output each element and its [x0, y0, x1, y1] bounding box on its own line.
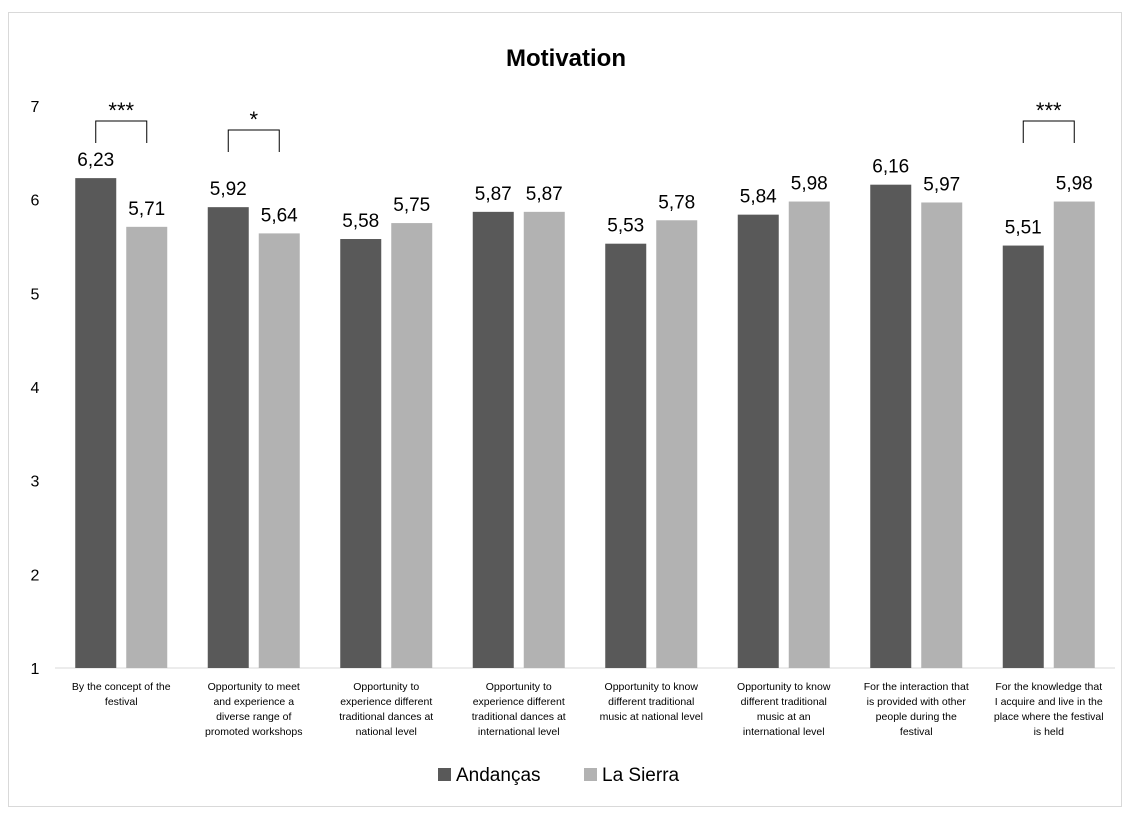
data-label: 5,87 [526, 184, 563, 205]
bar-andancas [1002, 245, 1044, 668]
bar-andancas [472, 211, 514, 669]
legend-label: Andanças [456, 765, 541, 786]
y-tick-label: 1 [31, 661, 40, 678]
significance-bracket [1022, 120, 1075, 143]
data-label: 5,78 [658, 192, 695, 213]
data-label: 5,92 [210, 179, 247, 200]
x-tick-label: For the interaction that is provided with… [864, 681, 969, 738]
bar-andancas [870, 184, 912, 668]
data-label: 5,71 [128, 199, 165, 220]
y-tick-label: 6 [31, 193, 40, 210]
bar-andancas [737, 214, 779, 669]
y-tick-label: 3 [31, 474, 40, 491]
x-tick-label: Opportunity to experience different tradit… [339, 681, 433, 738]
data-label: 5,75 [393, 195, 430, 216]
x-axis-labels: By the concept of the festival Opportunity… [72, 681, 1104, 738]
x-tick-label: Opportunity to meet and experience a diver… [205, 681, 302, 738]
significance-bracket [227, 129, 280, 152]
legend-label: La Sierra [602, 765, 680, 786]
data-label: 5,98 [1056, 174, 1093, 195]
data-label: 6,23 [77, 150, 114, 171]
data-label: 5,97 [923, 174, 960, 195]
bar-la-sierra [126, 226, 168, 668]
bar-la-sierra [391, 223, 433, 669]
significance-label: *** [1036, 98, 1062, 123]
x-tick-label: Opportunity to know different traditional… [600, 681, 703, 723]
chart-area: Motivation 1 2 3 4 5 6 7 6,23 5,71 5,92 5,64 5,58 5… [8, 12, 1122, 807]
chart-title: Motivation [506, 45, 626, 72]
y-tick-label: 7 [31, 99, 40, 116]
bar-andancas [340, 239, 382, 669]
data-label: 6,16 [872, 157, 909, 178]
x-tick-label: Opportunity to know different traditional… [737, 681, 831, 738]
y-tick-label: 5 [31, 286, 40, 303]
x-tick-label: By the concept of the festival [72, 681, 171, 708]
bar-andancas [605, 243, 647, 668]
bar-la-sierra [921, 202, 963, 668]
y-tick-label: 2 [31, 567, 40, 584]
x-tick-label: For the knowledge that I acquire and live… [994, 681, 1104, 738]
significance-brackets: *** * *** [95, 98, 1075, 152]
data-label: 5,53 [607, 216, 644, 237]
x-tick-label: Opportunity to experience different tradit… [472, 681, 566, 738]
bar-la-sierra [788, 201, 830, 669]
y-tick-label: 4 [31, 380, 40, 397]
legend: Andanças La Sierra [438, 765, 680, 786]
data-label: 5,64 [261, 205, 298, 226]
data-label: 5,84 [740, 187, 777, 208]
data-label: 5,87 [475, 184, 512, 205]
significance-label: * [249, 107, 258, 132]
data-label: 5,51 [1005, 218, 1042, 239]
bar-andancas [207, 207, 249, 668]
bar-la-sierra [258, 233, 300, 669]
data-label: 5,98 [791, 174, 828, 195]
data-label: 5,58 [342, 211, 379, 232]
significance-label: *** [108, 98, 134, 123]
legend-swatch [584, 768, 597, 781]
significance-bracket [95, 120, 148, 143]
legend-swatch [438, 768, 451, 781]
bar-chart: Motivation 1 2 3 4 5 6 7 6,23 5,71 5,92 5,64 5,58 5… [31, 45, 1115, 786]
bar-andancas [75, 178, 117, 668]
bar-la-sierra [656, 220, 698, 669]
bar-la-sierra [523, 211, 565, 669]
value-labels: 6,23 5,71 5,92 5,64 5,58 5,75 5,87 5,87 5,53 5,78… [77, 150, 1092, 238]
bar-la-sierra [1053, 201, 1095, 669]
bars-group [75, 178, 1095, 669]
